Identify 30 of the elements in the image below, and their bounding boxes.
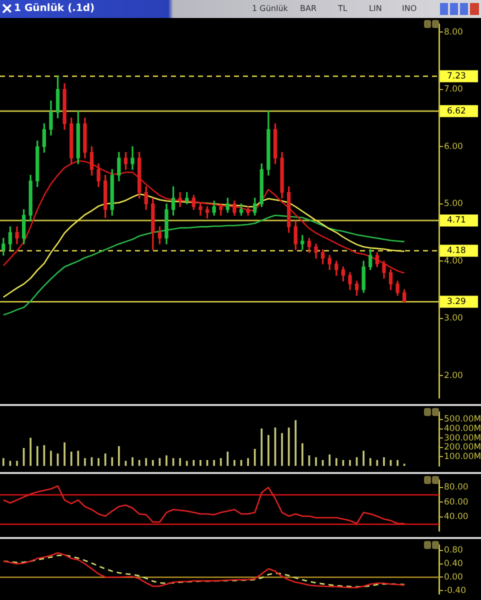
ref-line-label: 6.62 — [447, 106, 466, 116]
y-tick-label: 300.00M — [444, 433, 481, 444]
text: BAR — [300, 4, 317, 13]
y-tick-label: 500.00M — [444, 414, 481, 425]
y-tick-label: 80.00 — [444, 482, 468, 493]
y-tick-label: 0.40 — [444, 559, 463, 570]
text: LIN — [369, 4, 382, 13]
y-tick-label: 400.00M — [444, 424, 481, 434]
y-tick-label: 5.00 — [444, 199, 463, 210]
y-tick-label: 0.00 — [444, 572, 463, 582]
y-tick-label: 8.00 — [444, 27, 463, 38]
y-tick-label: 7.00 — [444, 84, 463, 95]
y-tick-label: 200.00M — [444, 442, 481, 453]
ref-line-label: 4.18 — [447, 246, 466, 256]
ref-line-label: 4.71 — [447, 216, 466, 226]
y-tick-label: 4.00 — [444, 256, 463, 266]
ref-line-label: 3.29 — [447, 296, 466, 307]
y-tick-label: 100.00M — [444, 452, 481, 462]
text: INO — [402, 4, 417, 13]
y-tick-label: 3.00 — [444, 314, 463, 324]
text: 1 Günlük — [252, 4, 288, 13]
y-tick-label: 40.00 — [444, 512, 468, 522]
y-tick-label: -0.40 — [444, 586, 466, 596]
y-tick-label: 2.00 — [444, 370, 463, 381]
ref-line-label: 7.23 — [447, 71, 466, 82]
text: TL — [338, 4, 348, 13]
y-tick-label: 6.00 — [444, 142, 463, 152]
y-tick-label: 60.00 — [444, 497, 468, 508]
chart-title: 1 Günlük (.1d) — [14, 3, 95, 14]
y-tick-label: 0.80 — [444, 546, 463, 556]
